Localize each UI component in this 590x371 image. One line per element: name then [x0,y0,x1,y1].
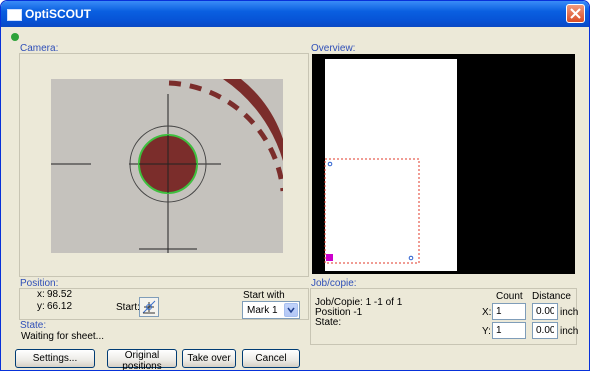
original-positions-button[interactable]: Original positions [107,349,177,370]
job-label: Job/copie: [311,278,357,289]
start-with-value: Mark 1 [247,305,278,316]
window-title: OptiSCOUT [25,7,91,21]
green-status-dot [11,33,19,41]
job-position-text: Position -1 [315,307,363,318]
x-count-label: X: [482,307,492,318]
camera-view[interactable] [51,79,283,253]
job-copie-text: Job/Copie: 1 -1 of 1 [315,297,403,308]
origin-marker [326,254,333,261]
y-unit-label: inch [560,326,579,337]
position-label: Position: [20,278,59,289]
close-button[interactable] [566,4,585,23]
job-area [324,158,420,264]
start-label: Start: [116,302,140,313]
start-button[interactable] [139,297,159,317]
take-over-button[interactable]: Take over [182,349,236,368]
overview-label: Overview: [311,43,356,54]
dashed-arc [168,80,283,192]
mark-point [327,161,333,167]
overview-view[interactable] [312,54,575,274]
close-x-icon [570,8,581,19]
y-label: y: [37,301,45,312]
chevron-down-icon[interactable] [284,303,298,317]
window-icon [7,9,22,21]
x-label: x: [37,289,45,300]
state-label: State: [20,320,47,331]
y-value: 66.12 [47,301,73,312]
y-count-label: Y: [482,326,491,337]
target-ring [129,125,207,203]
sheet [325,59,457,271]
state-text: Waiting for sheet... [21,331,104,342]
mark-arc [223,79,283,161]
start-with-label: Start with [243,290,285,301]
position-panel [19,288,309,320]
settings-button[interactable]: Settings... [15,349,95,368]
y-distance-input[interactable] [532,322,558,339]
camera-image [51,79,283,253]
camera-panel [19,53,309,277]
camera-label: Camera: [20,43,59,54]
crosshair-start-icon [142,300,156,314]
x-count-input[interactable] [492,303,526,320]
start-with-select[interactable]: Mark 1 [242,301,300,319]
y-count-input[interactable] [492,322,526,339]
distance-header: Distance [532,291,571,302]
x-unit-label: inch [560,307,579,318]
x-value: 98.52 [47,289,73,300]
job-panel [310,288,577,345]
title-bar[interactable]: OptiSCOUT [1,1,589,27]
count-header: Count [496,291,523,302]
overview-image [324,59,457,271]
x-distance-input[interactable] [532,303,558,320]
job-state-text: State: [315,317,342,328]
cancel-button[interactable]: Cancel [242,349,300,368]
mark-point [408,255,414,261]
